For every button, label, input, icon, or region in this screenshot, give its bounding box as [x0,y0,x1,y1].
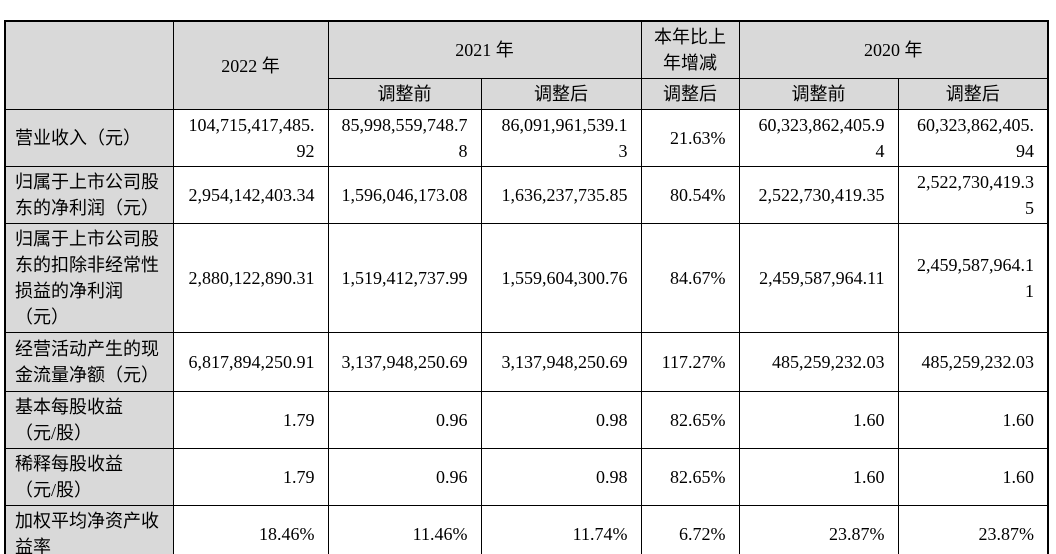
value-2020-post: 1.60 [897,391,1049,449]
value-2020-pre: 1.60 [738,391,899,449]
metric-label: 加权平均净资产收益率 [4,505,174,554]
value-yoy-change: 80.54% [640,166,740,224]
value-2021-pre: 11.46% [327,505,482,554]
value-2021-pre: 85,998,559,748.78 [327,109,482,167]
col-header-2020: 2020 年 [738,20,1049,79]
value-2020-post: 60,323,862,405.94 [897,109,1049,167]
value-2020-pre: 23.87% [738,505,899,554]
header-row-adjustments: 调整前 调整后 调整后 调整前 调整后 [5,78,1049,110]
metric-label: 稀释每股收益（元/股） [4,448,174,506]
metric-label: 归属于上市公司股东的净利润（元） [4,166,174,224]
value-2021-post: 0.98 [480,391,642,449]
value-2022: 18.46% [172,505,329,554]
value-2021-post: 1,559,604,300.76 [480,223,642,333]
corner-cell [4,20,174,110]
table-row-operating-cash-flow: 经营活动产生的现金流量净额（元） 6,817,894,250.91 3,137,… [4,332,1049,392]
value-2022: 2,954,142,403.34 [172,166,329,224]
value-2021-pre: 0.96 [327,448,482,506]
subheader-2021-post-adjust: 调整后 [480,78,642,110]
metric-label: 营业收入（元） [4,109,174,167]
subheader-2020-pre-adjust: 调整前 [738,78,899,110]
subheader-2021-pre-adjust: 调整前 [327,78,482,110]
value-2021-post: 3,137,948,250.69 [480,332,642,392]
value-2020-pre: 2,522,730,419.35 [738,166,899,224]
value-2021-post: 0.98 [480,448,642,506]
value-2020-pre: 1.60 [738,448,899,506]
value-2020-post: 1.60 [897,448,1049,506]
value-yoy-change: 82.65% [640,391,740,449]
subheader-2020-post-adjust: 调整后 [897,78,1049,110]
table-row-basic-eps: 基本每股收益（元/股） 1.79 0.96 0.98 82.65% 1.60 1… [4,391,1049,449]
col-header-yoy-change: 本年比上年增减 [640,20,740,79]
table-row-net-profit: 归属于上市公司股东的净利润（元） 2,954,142,403.34 1,596,… [4,166,1049,224]
value-yoy-change: 84.67% [640,223,740,333]
metric-label: 基本每股收益（元/股） [4,391,174,449]
value-2020-pre: 2,459,587,964.11 [738,223,899,333]
metric-label: 经营活动产生的现金流量净额（元） [4,332,174,392]
table-row-net-profit-excl-nonrecurring: 归属于上市公司股东的扣除非经常性损益的净利润（元） 2,880,122,890.… [4,223,1049,333]
value-yoy-change: 82.65% [640,448,740,506]
value-2021-pre: 0.96 [327,391,482,449]
table-row-diluted-eps: 稀释每股收益（元/股） 1.79 0.96 0.98 82.65% 1.60 1… [4,448,1049,506]
value-2021-post: 11.74% [480,505,642,554]
value-2020-post: 23.87% [897,505,1049,554]
table-row-revenue: 营业收入（元） 104,715,417,485.92 85,998,559,74… [4,109,1049,167]
value-2020-post: 485,259,232.03 [897,332,1049,392]
subheader-change-post-adjust: 调整后 [640,78,740,110]
financial-summary-table: 2022 年 2021 年 本年比上年增减 2020 年 调整前 调整后 调整后… [4,20,1049,554]
value-yoy-change: 117.27% [640,332,740,392]
value-2020-post: 2,459,587,964.11 [897,223,1049,333]
value-2020-post: 2,522,730,419.35 [897,166,1049,224]
value-2022: 104,715,417,485.92 [172,109,329,167]
value-yoy-change: 6.72% [640,505,740,554]
col-header-2022: 2022 年 [172,20,329,110]
value-2020-pre: 60,323,862,405.94 [738,109,899,167]
value-yoy-change: 21.63% [640,109,740,167]
value-2021-pre: 3,137,948,250.69 [327,332,482,392]
metric-label: 归属于上市公司股东的扣除非经常性损益的净利润（元） [4,223,174,333]
value-2021-post: 1,636,237,735.85 [480,166,642,224]
value-2022: 1.79 [172,448,329,506]
table-row-weighted-avg-roe: 加权平均净资产收益率 18.46% 11.46% 11.74% 6.72% 23… [4,505,1049,554]
value-2020-pre: 485,259,232.03 [738,332,899,392]
header-row-years: 2022 年 2021 年 本年比上年增减 2020 年 [4,20,1049,110]
value-2022: 6,817,894,250.91 [172,332,329,392]
value-2021-pre: 1,519,412,737.99 [327,223,482,333]
value-2022: 2,880,122,890.31 [172,223,329,333]
value-2021-post: 86,091,961,539.13 [480,109,642,167]
value-2022: 1.79 [172,391,329,449]
col-header-2021: 2021 年 [327,20,642,79]
value-2021-pre: 1,596,046,173.08 [327,166,482,224]
